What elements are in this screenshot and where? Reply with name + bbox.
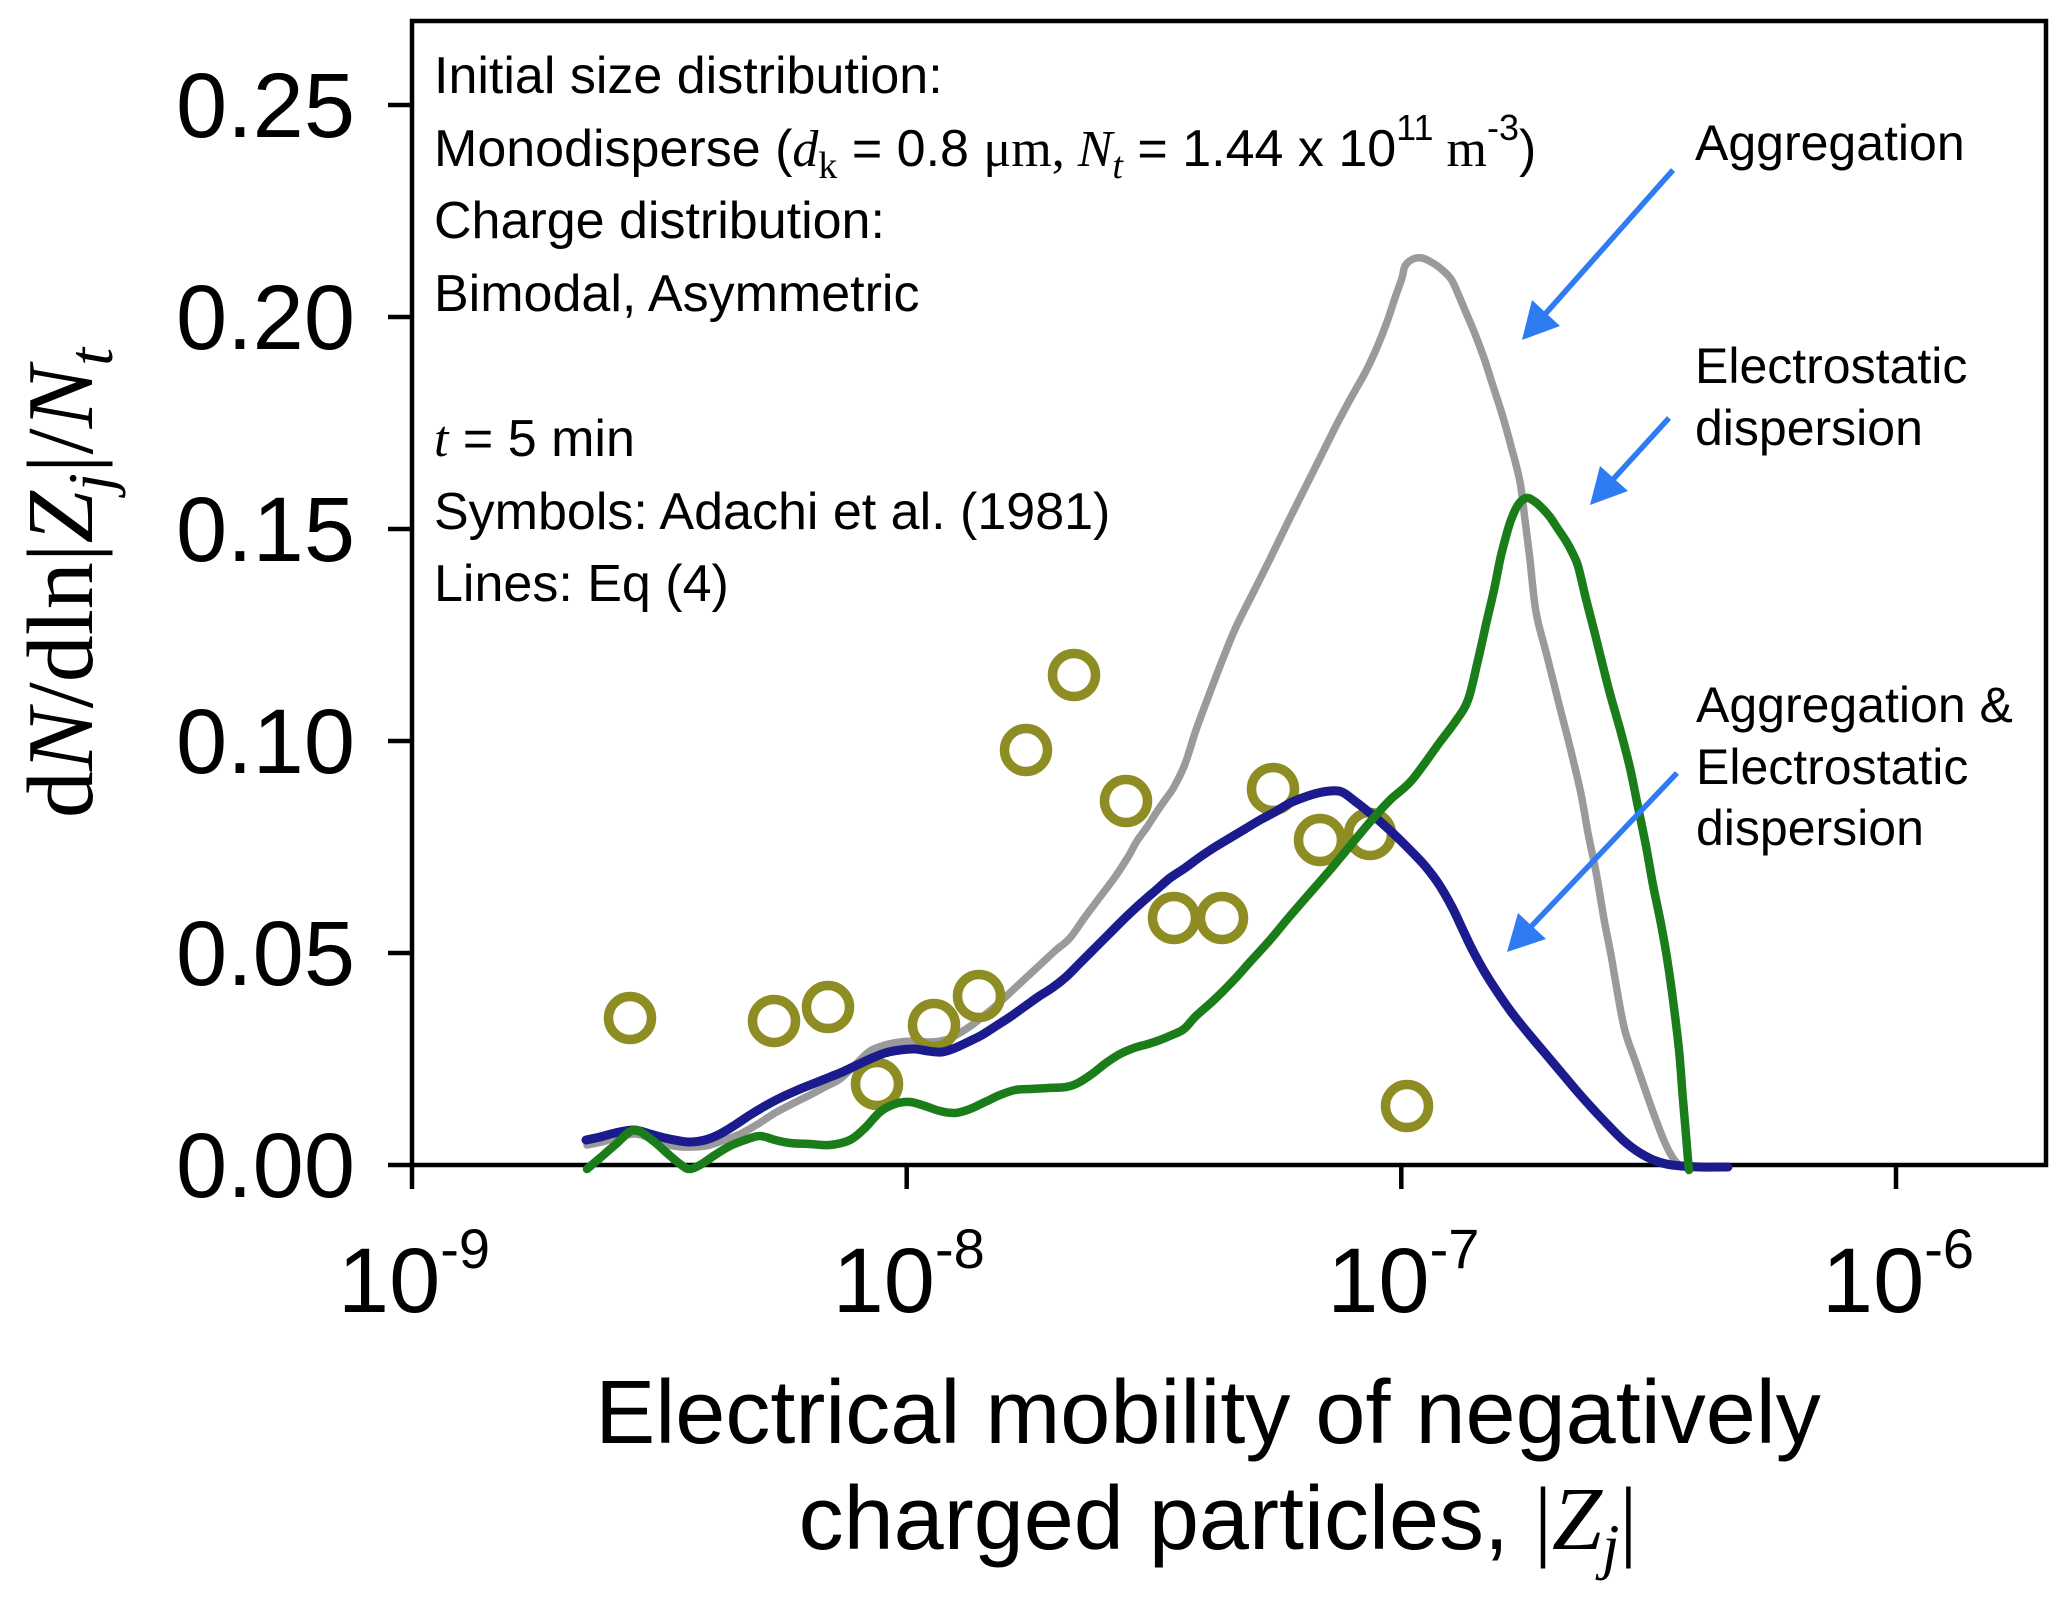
svg-text:Lines: Eq (4): Lines: Eq (4) xyxy=(434,555,729,613)
svg-text:dN/dln|Zj|/Nt: dN/dln|Zj|/Nt xyxy=(9,346,126,818)
svg-text:dispersion: dispersion xyxy=(1695,400,1923,456)
svg-text:t = 5 min: t = 5 min xyxy=(434,410,635,468)
svg-text:Charge distribution:: Charge distribution: xyxy=(434,192,885,250)
svg-text:0.20: 0.20 xyxy=(176,267,355,369)
svg-text:Monodisperse (dk = 0.8 μm, Nt: Monodisperse (dk = 0.8 μm, Nt = 1.44 x 1… xyxy=(434,107,1536,187)
svg-text:10-6: 10-6 xyxy=(1822,1217,1974,1332)
svg-text:0.00: 0.00 xyxy=(176,1115,355,1217)
svg-text:Electrical mobility of negativ: Electrical mobility of negatively xyxy=(595,1363,1821,1463)
svg-text:0.05: 0.05 xyxy=(176,903,355,1005)
svg-text:Aggregation &: Aggregation & xyxy=(1696,677,2013,733)
svg-text:0.10: 0.10 xyxy=(176,691,355,793)
svg-text:0.25: 0.25 xyxy=(176,55,355,157)
svg-text:Aggregation: Aggregation xyxy=(1695,115,1965,171)
svg-text:Electrostatic: Electrostatic xyxy=(1696,739,1968,795)
svg-text:Initial size distribution:: Initial size distribution: xyxy=(434,47,943,105)
svg-text:0.15: 0.15 xyxy=(176,479,355,581)
svg-text:Bimodal, Asymmetric: Bimodal, Asymmetric xyxy=(434,265,919,323)
svg-text:charged particles, |Zj|: charged particles, |Zj| xyxy=(799,1469,1638,1581)
svg-text:dispersion: dispersion xyxy=(1696,800,1924,856)
svg-text:Electrostatic: Electrostatic xyxy=(1695,338,1967,394)
svg-text:Symbols: Adachi et al. (1981): Symbols: Adachi et al. (1981) xyxy=(434,483,1110,541)
